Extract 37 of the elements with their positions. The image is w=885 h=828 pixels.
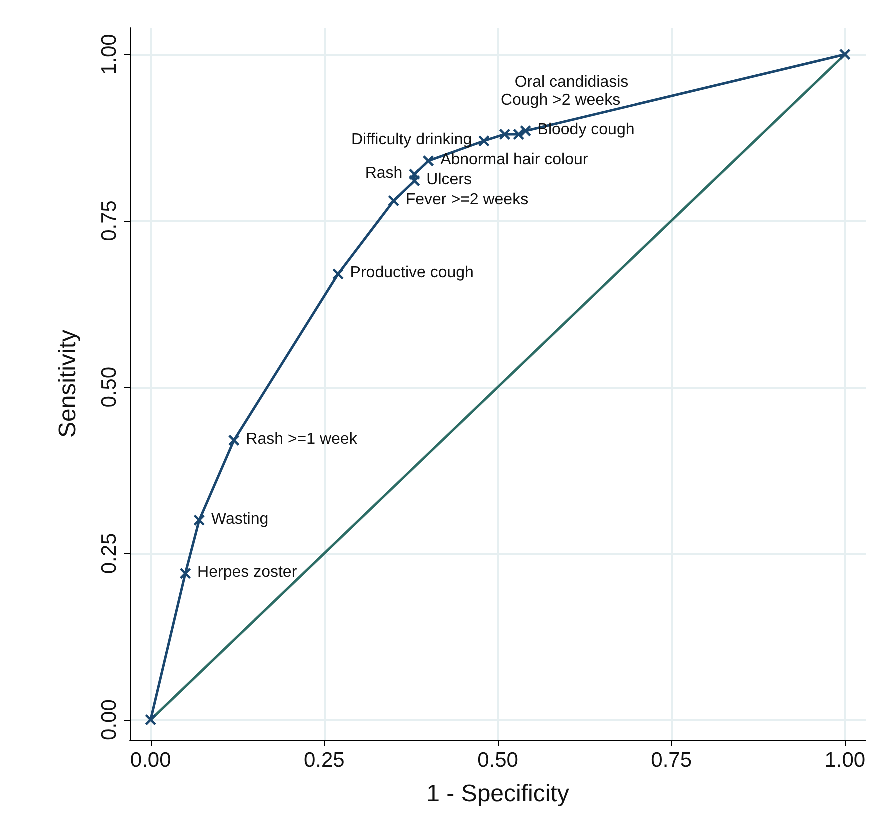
annotation: Bloody cough [538,122,635,139]
annotation: Abnormal hair colour [440,152,589,169]
annotation: Cough >2 weeks [500,92,621,109]
x-tick-label: 0.25 [304,749,345,772]
annotation: Ulcers [426,172,472,189]
x-tick-label: 1.00 [824,749,866,772]
point [145,714,156,726]
annotation: Difficulty drinking [351,132,472,149]
point [194,514,205,526]
y-tick-label: 0.75 [98,200,121,242]
annotation: Oral candidiasis [514,74,629,91]
y-axis-title: Sensitivity [54,330,82,438]
annotation: Herpes zoster [198,564,298,582]
x-tick-label: 0.00 [130,749,172,772]
annotation: Rash [365,164,403,182]
point [520,126,532,137]
point [388,196,400,207]
y-tick-label: 0.00 [98,700,121,740]
point [478,136,490,147]
annotation: Wasting [211,510,269,528]
point [180,568,192,580]
annotation: Rash >=1 week [246,431,358,448]
x-axis-title: 1 - Specificity [426,780,570,808]
point [409,168,420,180]
point [332,268,344,280]
x-tick-label: 0.75 [651,749,692,772]
point [423,156,434,167]
point [499,128,510,140]
annotation: Productive cough [350,264,474,282]
x-tick-label: 0.50 [478,749,518,772]
point [513,128,524,140]
annotation: Fever >=2 weeks [406,192,529,209]
y-tick-label: 0.50 [98,366,121,408]
y-tick-label: 1.00 [98,34,121,76]
point [840,49,851,60]
y-tick-label: 0.25 [98,533,121,574]
point [228,435,240,446]
